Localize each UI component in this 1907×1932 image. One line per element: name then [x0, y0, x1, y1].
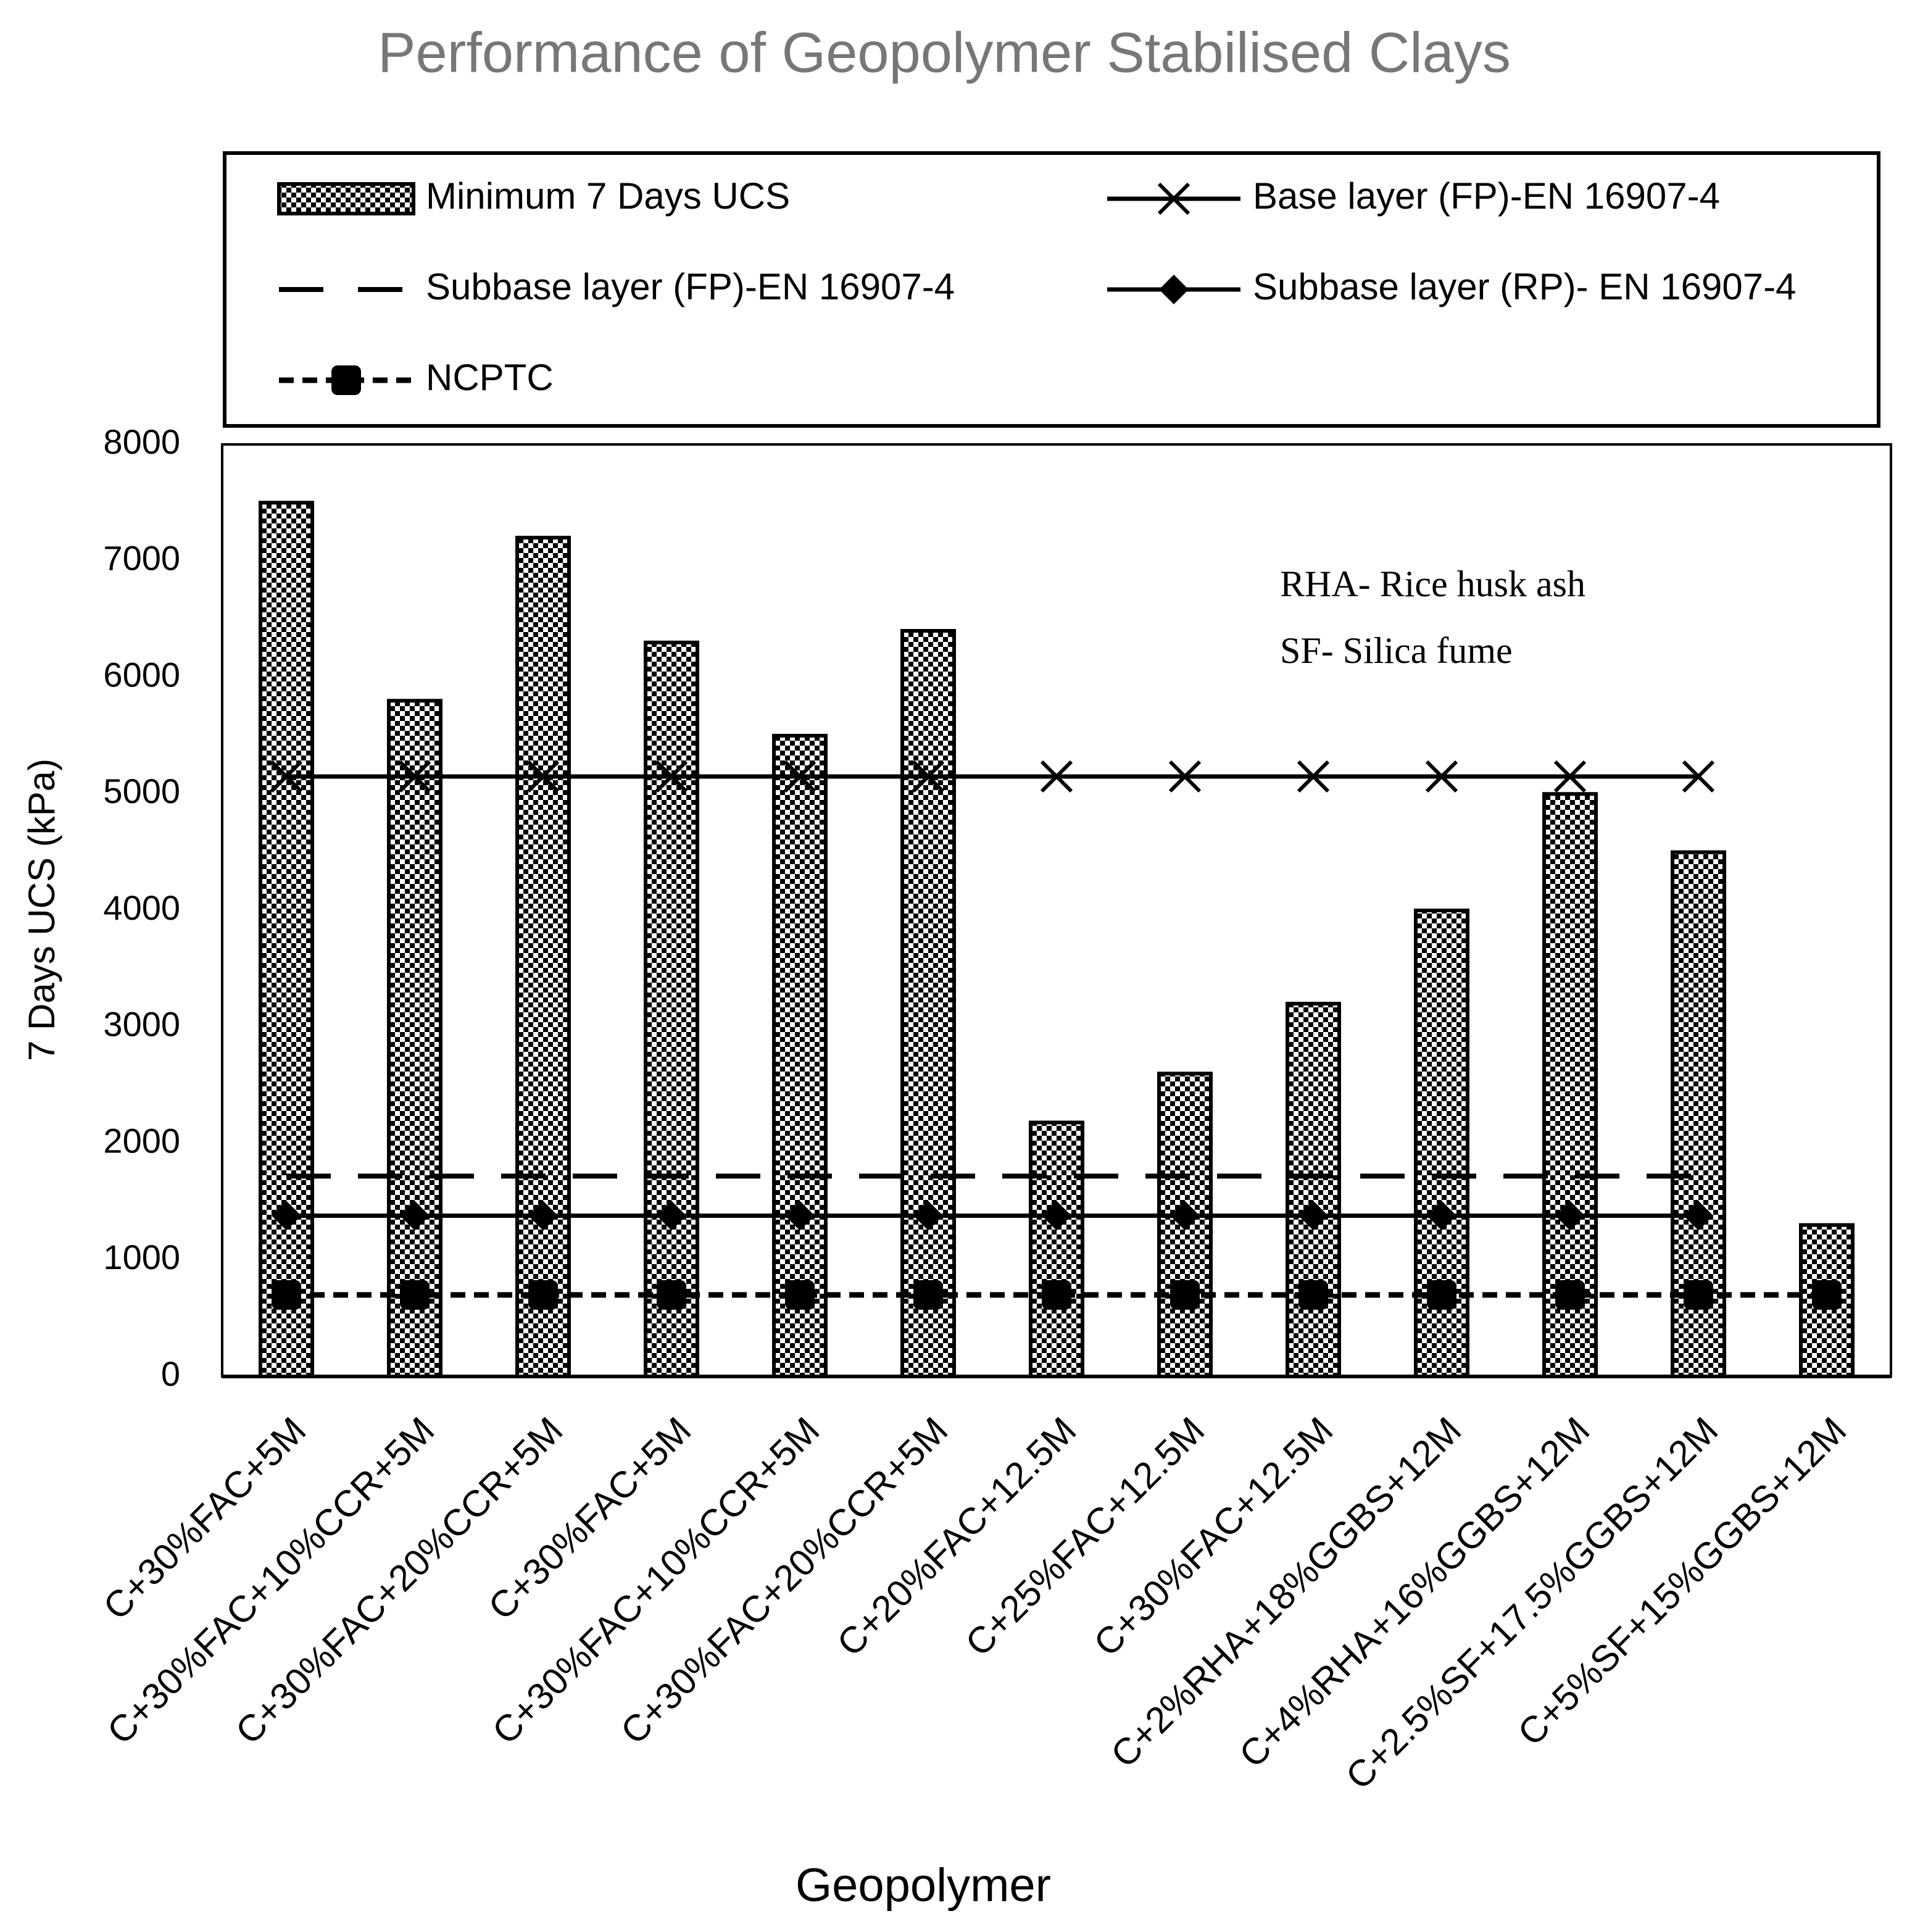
marker	[1298, 1280, 1328, 1310]
x-axis-title: Geopolymer	[796, 1859, 1051, 1912]
marker	[1427, 1280, 1456, 1310]
marker	[1042, 1201, 1071, 1231]
bar	[900, 629, 956, 1378]
chart-title: Performance of Geopolymer Stabilised Cla…	[378, 21, 1511, 84]
y-tick-label: 6000	[103, 655, 180, 694]
bar	[387, 699, 442, 1378]
marker	[1297, 760, 1330, 793]
marker	[1555, 1201, 1585, 1231]
y-tick-label: 2000	[103, 1121, 180, 1160]
marker	[1042, 1280, 1071, 1310]
bar	[1286, 1002, 1341, 1378]
y-tick-label: 8000	[103, 422, 180, 461]
marker	[785, 1280, 815, 1310]
legend-swatch	[277, 182, 415, 215]
legend-marker	[331, 365, 361, 395]
marker	[913, 1201, 943, 1231]
marker	[272, 1280, 301, 1310]
x-tick-label: C+20%FAC+12.5M	[829, 1409, 1084, 1664]
legend-label: Base layer (FP)-EN 16907-4	[1253, 175, 1720, 217]
y-tick-label: 0	[161, 1354, 180, 1393]
marker	[1555, 1280, 1585, 1310]
bar	[515, 536, 571, 1378]
legend-box	[223, 151, 1880, 428]
x-tick-label: C+25%FAC+12.5M	[957, 1409, 1212, 1664]
bar	[1542, 792, 1598, 1378]
x-tick-label: C+30%FAC+12.5M	[1086, 1409, 1340, 1664]
y-tick-label: 3000	[103, 1005, 180, 1044]
marker	[1427, 1201, 1456, 1231]
marker	[400, 1280, 430, 1310]
marker	[526, 760, 560, 793]
marker	[398, 760, 431, 793]
bar	[644, 640, 699, 1378]
annotation: SF- Silica fume	[1280, 630, 1513, 671]
marker	[528, 1201, 558, 1231]
marker	[270, 760, 303, 793]
y-tick-label: 5000	[103, 772, 180, 810]
bar	[772, 733, 828, 1378]
marker	[913, 1280, 943, 1310]
marker	[1170, 1201, 1200, 1231]
marker	[785, 1201, 815, 1231]
marker	[1298, 1201, 1328, 1231]
y-tick-label: 7000	[103, 539, 180, 578]
marker	[912, 760, 945, 793]
marker	[1812, 1280, 1842, 1310]
marker	[1425, 760, 1458, 793]
bar	[259, 501, 314, 1378]
y-tick-label: 1000	[103, 1238, 180, 1276]
legend-label: NCPTC	[426, 357, 554, 398]
marker	[1168, 760, 1202, 793]
marker	[1682, 760, 1715, 793]
legend-label: Minimum 7 Days UCS	[426, 175, 790, 217]
annotation: RHA- Rice husk ash	[1280, 564, 1585, 604]
marker	[783, 760, 816, 793]
marker	[528, 1280, 558, 1310]
marker	[1040, 760, 1073, 793]
y-axis-title: 7 Days UCS (kPa)	[21, 759, 62, 1061]
marker	[272, 1201, 301, 1231]
marker	[657, 1201, 686, 1231]
marker	[657, 1280, 686, 1310]
marker	[400, 1201, 430, 1231]
marker	[1684, 1201, 1713, 1231]
marker	[1684, 1280, 1713, 1310]
legend-marker	[1159, 275, 1189, 304]
legend-label: Subbase layer (RP)- EN 16907-4	[1253, 266, 1796, 307]
legend-marker	[1157, 182, 1190, 215]
marker	[655, 760, 688, 793]
bar	[1029, 1120, 1084, 1379]
bar	[1799, 1223, 1855, 1378]
legend-label: Subbase layer (FP)-EN 16907-4	[426, 266, 955, 307]
marker	[1170, 1280, 1200, 1310]
marker	[1553, 760, 1587, 793]
bar	[1157, 1072, 1213, 1378]
y-tick-label: 4000	[103, 888, 180, 927]
